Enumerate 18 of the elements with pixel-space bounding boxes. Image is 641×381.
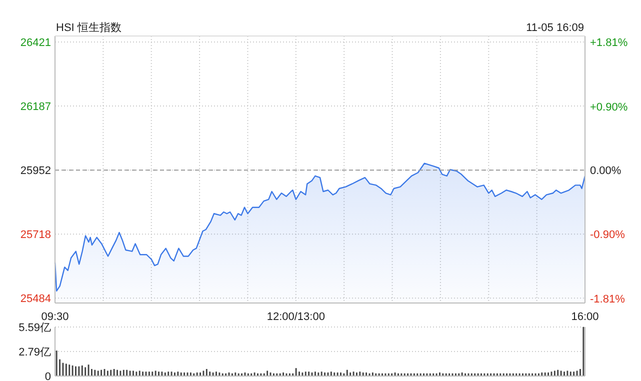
x-tick-label: 16:00 [571,311,599,323]
annotation: 11-05 16:09 [526,22,584,34]
y-tick-label: 2.79亿 [18,346,51,359]
y2-tick-label: -1.81% [590,294,625,306]
title: HSI 恒生指数 [56,22,122,34]
y-tick-label: 26187 [20,100,51,113]
x-tick-label: 12:00/13:00 [266,311,325,323]
y2-tick-label: +0.90% [590,101,628,114]
y2-tick-label: +1.81% [590,36,628,49]
y2-tick-label: -0.90% [590,229,625,241]
y-tick-label: 5.59亿 [18,322,51,334]
y-tick-label: 26421 [20,37,51,49]
y2-tick-label: 0.00% [590,165,622,178]
y-tick-label: 25952 [20,165,51,178]
x-tick-label: 09:30 [41,311,69,323]
y-tick-label: 25718 [20,229,51,242]
y-tick-label: 25484 [20,293,51,306]
y-tick-label: 0 [44,371,51,381]
